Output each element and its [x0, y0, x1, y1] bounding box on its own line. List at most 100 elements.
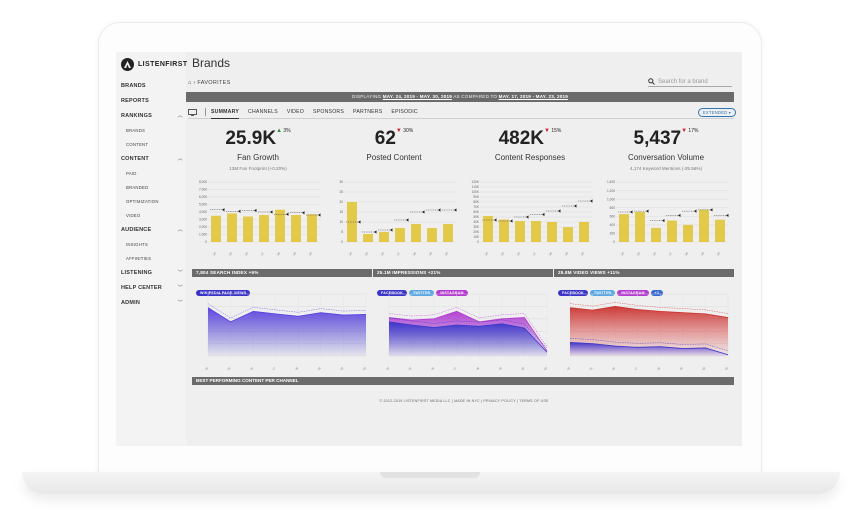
legend-pill-wikipedia-page-views[interactable]: WIKIPEDIA PAGE VIEWS [196, 290, 251, 296]
chevron-down-icon[interactable]: ﹀ [177, 285, 183, 291]
page-title: Brands [192, 56, 231, 70]
x-tick-label: May 30 [441, 251, 449, 256]
x-tick-label: May 26 [649, 251, 657, 256]
sidebar-item-audience[interactable]: AUDIENCE ︿ [121, 222, 183, 237]
sidebar-subitem-brands[interactable]: BRANDS [126, 127, 146, 133]
sidebar-subitem-branded[interactable]: BRANDED [126, 184, 149, 190]
extended-dropdown[interactable]: EXTENDED ▾ [697, 108, 736, 117]
sidebar-item-reports[interactable]: REPORTS [121, 93, 183, 108]
x-tick-label: May 28 [545, 251, 553, 256]
sidebar-item-admin[interactable]: ADMIN ﹀ [121, 295, 183, 310]
y-tick-label: 30 [339, 180, 343, 184]
x-tick-label: May 30 [540, 366, 548, 370]
home-icon[interactable]: ⌂ [188, 80, 192, 86]
chevron-down-icon[interactable]: ﹀ [177, 300, 183, 306]
prior-arrow [269, 210, 273, 214]
x-tick-label: May 25 [585, 366, 593, 370]
bar [667, 220, 677, 242]
sidebar-subitem-optimization[interactable]: OPTIMIZATION [126, 198, 159, 204]
sidebar-item-content[interactable]: CONTENT ︿ [121, 151, 183, 166]
bar [483, 216, 493, 242]
bar [363, 234, 373, 242]
y-tick-label: 60K [473, 210, 480, 214]
sidebar-subitem-affinities[interactable]: AFFINITIES [126, 255, 152, 261]
x-tick-label: May 26 [513, 251, 521, 256]
search-input[interactable]: Search for a brand [658, 78, 708, 85]
trend-area-chart: May 24 May 25 May 26 May 27 May 28 May 29 May … [563, 293, 729, 370]
x-tick-label: May 30 [336, 366, 344, 370]
date-range-link[interactable]: MAY. 24, 2019 - MAY. 30, 2019 [382, 94, 453, 99]
sidebar-item-brands[interactable]: BRANDS [121, 78, 183, 93]
kpi-row: 25.9K▲ 3% Fan Growth 13M Fan Footprint (+0… [190, 124, 734, 264]
prior-series-line [569, 338, 729, 351]
date-prefix: DISPLAYING [352, 94, 382, 99]
sidebar-item-label: REPORTS [121, 97, 149, 104]
bar [619, 214, 629, 242]
search-box[interactable]: Search for a brand [648, 77, 732, 87]
y-tick-label: 90K [473, 195, 480, 199]
monitor-icon[interactable] [188, 108, 197, 116]
y-tick-label: 20 [339, 200, 343, 204]
panel-legend: FACEBOOK TWITTER INSTAGRAM +1 [558, 281, 665, 296]
panel-header[interactable]: 25.1M IMPRESSIONS +21% [373, 269, 553, 277]
breadcrumb-label[interactable]: FAVORITES [197, 80, 231, 86]
x-tick-label: May 29 [697, 251, 705, 256]
compare-range-link[interactable]: MAY. 17, 2019 - MAY. 23, 2019 [498, 94, 568, 99]
chevron-up-icon[interactable]: ︿ [177, 156, 183, 162]
sidebar-subitem-paid[interactable]: PAID [126, 170, 137, 176]
sidebar-item-help-center[interactable]: HELP CENTER ﹀ [121, 280, 183, 295]
tab-channels[interactable]: CHANNELS [248, 109, 278, 115]
sidebar-item-label: BRANDS [121, 82, 146, 89]
kpi-bar-chart: 120K110K100K90K80K70K60K50K40K30K20K10K0… [472, 180, 593, 256]
chevron-up-icon[interactable]: ︿ [177, 227, 183, 233]
kpi-label: Content Responses [494, 153, 566, 162]
prior-arrow [221, 208, 225, 212]
prior-arrow [661, 218, 665, 223]
prior-arrow [509, 219, 513, 223]
sidebar-item-rankings[interactable]: RANKINGS ︿ [121, 108, 183, 123]
arrow-down-icon: ▼ [544, 128, 550, 134]
breadcrumb[interactable]: ⌂ › FAVORITES [188, 80, 231, 86]
x-tick-label: May 25 [225, 251, 233, 256]
legend-pill-facebook[interactable]: FACEBOOK [377, 290, 407, 296]
best-content-bar[interactable]: BEST PERFORMING CONTENT PER CHANNEL [192, 377, 734, 385]
logo[interactable]: LISTENFIRST [121, 58, 188, 71]
bar [427, 228, 437, 242]
tab-sponsors[interactable]: SPONSORS [313, 109, 345, 115]
tab-episodic[interactable]: EPISODIC [391, 109, 418, 115]
kpi-fan-growth: 25.9K▲ 3% Fan Growth 13M Fan Footprint (+0… [190, 124, 326, 264]
tab-video[interactable]: VIDEO [286, 109, 305, 115]
x-tick-label: May 25 [633, 251, 641, 256]
legend-pill--1[interactable]: +1 [650, 290, 664, 296]
chevron-down-icon[interactable]: ﹀ [177, 270, 183, 276]
bar [259, 215, 269, 242]
kpi-delta: ▼ 17% [681, 128, 698, 134]
panel-header[interactable]: 7,804 SEARCH INDEX +5% [192, 269, 372, 277]
legend-pill-twitter[interactable]: TWITTER [408, 290, 435, 296]
tab-summary[interactable]: SUMMARY [211, 106, 240, 119]
kpi-value: 25.9K▲ 3% [190, 128, 326, 150]
bar [547, 222, 557, 242]
legend-pill-instagram[interactable]: INSTAGRAM [436, 290, 468, 296]
prior-series-line [388, 307, 548, 348]
tab-partners[interactable]: PARTNERS [353, 109, 383, 115]
laptop-base [22, 472, 840, 494]
prior-arrow [389, 228, 393, 232]
sidebar-subitem-content[interactable]: CONTENT [126, 141, 149, 147]
legend-pill-twitter[interactable]: TWITTER [589, 290, 616, 296]
sidebar-nav: BRANDS REPORTS RANKINGS ︿ BRANDS CONTENT CONTE… [121, 78, 183, 310]
chevron-up-icon[interactable]: ︿ [177, 113, 183, 119]
prior-series-line [207, 303, 367, 319]
y-tick-label: 400 [610, 223, 616, 227]
sidebar-subitem-insights[interactable]: INSIGHTS [126, 241, 148, 247]
y-tick-label: 5,000 [199, 203, 207, 207]
sidebar-item-listening[interactable]: LISTENING ﹀ [121, 265, 183, 280]
sidebar-subitem-video[interactable]: VIDEO [126, 212, 141, 218]
kpi-delta: ▼ 15% [544, 128, 561, 134]
legend-pill-facebook[interactable]: FACEBOOK [558, 290, 588, 296]
bar [379, 232, 389, 242]
footer: © 2012-2019 LISTENFIRST MEDIA LLC | MADE… [379, 399, 549, 403]
panel-header[interactable]: 25.8M VIDEO VIEWS +11% [554, 269, 734, 277]
prior-arrow [437, 208, 441, 212]
legend-pill-instagram[interactable]: INSTAGRAM [617, 290, 649, 296]
